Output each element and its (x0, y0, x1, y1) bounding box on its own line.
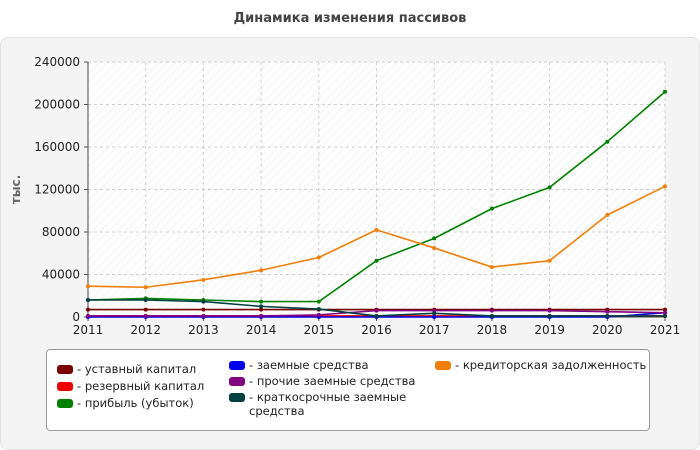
data-point (316, 299, 321, 304)
data-point (201, 313, 206, 318)
data-point (143, 298, 148, 302)
data-point (432, 311, 437, 316)
legend-label: - уставный капитал (77, 362, 197, 376)
y-tick-label: 40000 (42, 268, 80, 282)
data-point (547, 308, 552, 313)
data-point (86, 307, 90, 312)
x-tick-label: 2012 (130, 323, 161, 337)
x-tick-label: 2017 (419, 323, 450, 337)
y-tick-label: 80000 (42, 225, 80, 239)
data-point (143, 285, 148, 290)
data-point (316, 307, 321, 312)
data-point (663, 184, 667, 189)
data-point (143, 307, 148, 312)
data-point (547, 185, 552, 190)
x-axis-ticks: 2011 2012 2013 2014 2015 2016 2017 2018 2019 2020… (73, 317, 681, 337)
data-point (489, 308, 494, 313)
legend-label: - кредиторская задолженность (455, 358, 647, 372)
data-point (86, 298, 90, 302)
data-point (489, 313, 494, 318)
legend-item[interactable]: - резервный капитал (57, 379, 204, 393)
data-point (374, 313, 379, 318)
data-point (259, 304, 264, 309)
data-point (201, 307, 206, 312)
legend-swatch (57, 365, 73, 374)
data-point (547, 313, 552, 318)
data-point (86, 284, 90, 289)
y-tick-label: 120000 (34, 183, 80, 197)
legend-item[interactable]: - прибыль (убыток) (57, 396, 194, 410)
x-tick-label: 2011 (73, 323, 104, 337)
x-tick-label: 2013 (188, 323, 219, 337)
legend-label: - прочие заемные средства (249, 374, 416, 388)
data-point (316, 255, 321, 260)
data-point (201, 299, 206, 304)
x-tick-label: 2016 (361, 323, 392, 337)
data-point (605, 213, 610, 217)
data-point (605, 313, 610, 318)
data-point (605, 309, 610, 314)
data-point (432, 236, 437, 241)
legend-item[interactable]: - краткосрочные заемные средства (229, 390, 409, 418)
legend-label: - краткосрочные заемные средства (249, 390, 407, 418)
legend-swatch (57, 382, 73, 391)
y-axis-label: тыс. (9, 175, 23, 204)
y-tick-label: 240000 (34, 55, 80, 69)
y-tick-label: 0 (72, 310, 80, 324)
legend-swatch (229, 377, 245, 386)
data-point (259, 299, 264, 304)
legend-label: - заемные средства (249, 358, 369, 372)
x-tick-label: 2019 (534, 323, 565, 337)
series-group (86, 89, 667, 319)
data-point (663, 310, 667, 315)
data-point (432, 245, 437, 250)
legend-swatch (57, 399, 73, 408)
legend-swatch (229, 361, 245, 370)
data-point (259, 313, 264, 318)
grid-lines (88, 61, 666, 317)
legend-item[interactable]: - уставный капитал (57, 362, 196, 376)
legend-swatch (435, 361, 451, 370)
data-point (201, 277, 206, 282)
data-point (489, 206, 494, 211)
x-tick-label: 2015 (304, 323, 335, 337)
legend-item[interactable]: - прочие заемные средства (229, 374, 415, 388)
data-point (663, 89, 667, 94)
data-point (86, 313, 90, 318)
x-tick-label: 2018 (477, 323, 508, 337)
x-tick-label: 2020 (592, 323, 623, 337)
data-point (489, 265, 494, 270)
legend-label: - прибыль (убыток) (77, 396, 194, 410)
data-point (374, 308, 379, 313)
y-tick-label: 160000 (34, 140, 80, 154)
legend-item[interactable]: - заемные средства (229, 358, 369, 372)
y-axis-ticks: 0 40000 80000 120000 160000 200000 240000 (34, 55, 88, 324)
data-point (605, 139, 610, 144)
chart-title: Динамика изменения пассивов (233, 11, 467, 26)
data-point (316, 312, 321, 317)
data-point (259, 307, 264, 312)
data-point (663, 313, 667, 318)
x-tick-label: 2014 (246, 323, 277, 337)
data-point (547, 258, 552, 263)
data-point (259, 268, 264, 273)
legend-swatch (229, 393, 245, 402)
data-point (663, 307, 667, 312)
data-point (374, 227, 379, 232)
y-tick-label: 200000 (34, 98, 80, 112)
x-tick-label: 2021 (650, 323, 681, 337)
legend: - уставный капитал - резервный капитал -… (46, 349, 650, 431)
legend-item[interactable]: - кредиторская задолженность (435, 358, 646, 372)
data-point (374, 258, 379, 263)
data-point (432, 315, 437, 319)
legend-label: - резервный капитал (77, 379, 205, 393)
data-point (143, 313, 148, 318)
